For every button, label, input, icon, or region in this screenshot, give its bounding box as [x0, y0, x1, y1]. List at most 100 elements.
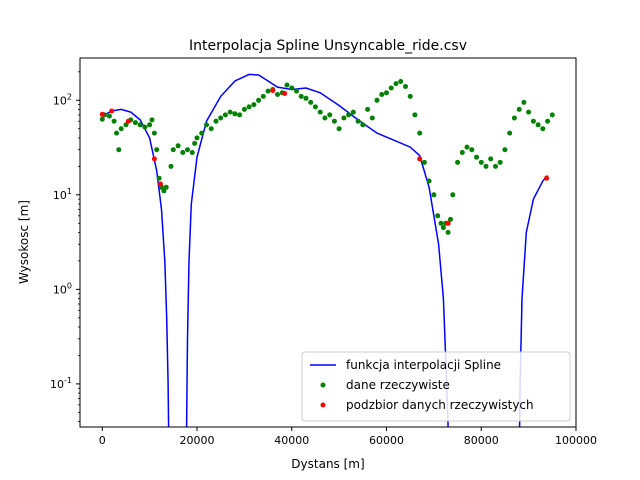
green-data-point — [151, 130, 157, 136]
x-axis-label: Dystans [m] — [291, 457, 364, 471]
green-data-point — [369, 115, 375, 121]
green-data-point — [106, 113, 112, 119]
x-tick-label: 60000 — [369, 434, 404, 447]
green-data-point — [438, 220, 444, 226]
y-axis-label: Wysokosc [m] — [17, 200, 31, 284]
green-data-point — [478, 159, 484, 165]
green-data-point — [194, 135, 200, 141]
green-data-point — [507, 130, 513, 136]
x-tick-label: 40000 — [274, 434, 309, 447]
green-data-point — [123, 122, 129, 128]
green-data-point — [114, 130, 119, 136]
green-data-point — [346, 112, 352, 118]
legend-box — [301, 351, 571, 422]
green-data-point — [275, 92, 280, 97]
green-data-point — [488, 156, 494, 162]
green-data-point — [149, 117, 155, 123]
green-data-point — [161, 188, 167, 194]
green-data-point — [355, 118, 361, 124]
green-data-point — [426, 178, 432, 184]
green-data-point — [154, 147, 160, 153]
green-data-point — [156, 175, 162, 181]
green-data-point — [431, 192, 437, 198]
green-data-point — [232, 111, 238, 117]
green-data-point — [218, 115, 224, 121]
green-data-point — [493, 163, 498, 169]
green-data-point — [199, 130, 205, 136]
red-subset-point — [544, 175, 550, 181]
legend-entry-label: dane rzeczywiste — [346, 378, 450, 392]
green-data-point — [407, 93, 413, 99]
green-data-point — [170, 147, 176, 153]
green-data-point — [412, 112, 418, 118]
chart-title: Interpolacja Spline Unsyncable_ride.csv — [189, 38, 467, 54]
green-data-point — [545, 118, 551, 124]
green-data-point — [502, 147, 508, 153]
green-data-point — [384, 90, 389, 96]
green-data-point — [440, 225, 446, 231]
x-axis: 0 20000 40000 60000 80000 100000 — [99, 427, 597, 447]
green-data-point — [185, 147, 190, 153]
legend: funkcja interpolacji Spline dane rzeczywi… — [301, 351, 571, 422]
green-data-point — [530, 118, 536, 124]
green-data-point — [322, 115, 328, 121]
green-data-point — [469, 147, 475, 153]
x-tick-label: 80000 — [464, 434, 499, 447]
green-data-point — [511, 115, 517, 121]
green-data-point — [246, 104, 252, 110]
green-data-point — [237, 112, 243, 118]
plot-frame — [79, 57, 577, 428]
green-data-point — [99, 116, 105, 122]
green-data-point — [192, 140, 198, 146]
x-tick-label: 100000 — [555, 434, 597, 447]
green-data-point — [435, 213, 441, 219]
legend-entry-label: funkcja interpolacji Spline — [346, 358, 501, 372]
red-subset-point — [282, 91, 288, 96]
green-data-point — [331, 118, 337, 124]
red-subset-point — [125, 118, 131, 124]
spline-line-segment-1 — [101, 108, 170, 427]
red-subset-point — [417, 156, 423, 162]
green-data-point — [260, 93, 266, 99]
green-data-point — [365, 106, 371, 112]
green-data-point — [137, 122, 143, 128]
green-data-point — [132, 120, 138, 126]
green-data-point — [175, 143, 181, 149]
green-data-point — [208, 126, 214, 132]
red-subset-point — [270, 88, 276, 93]
green-data-point — [445, 229, 451, 235]
y-tick-label: 102 — [53, 92, 72, 107]
green-data-point — [455, 159, 461, 165]
green-data-point — [256, 97, 262, 103]
green-data-point — [289, 85, 295, 91]
red-subset-point — [109, 108, 115, 114]
green-data-point — [549, 112, 555, 118]
green-data-point — [417, 130, 423, 136]
green-data-point — [379, 92, 385, 97]
green-data-point — [459, 150, 465, 155]
green-data-point — [189, 150, 195, 155]
green-data-point — [464, 144, 470, 150]
green-data-point — [450, 192, 456, 198]
green-data-point — [526, 109, 532, 115]
green-data-point — [294, 88, 299, 94]
green-data-point — [336, 126, 342, 132]
legend-swatch-dot — [320, 382, 326, 388]
x-tick-label: 0 — [99, 434, 106, 447]
green-data-point — [142, 124, 148, 130]
green-data-point — [227, 109, 233, 115]
green-data-point — [116, 147, 122, 153]
green-data-point — [284, 82, 290, 88]
y-axis: 10-1 100 101 102 — [50, 71, 80, 422]
green-data-point — [303, 95, 309, 101]
green-data-point — [298, 93, 304, 99]
green-data-point — [403, 84, 408, 89]
green-data-point — [213, 118, 219, 124]
green-data-point — [516, 106, 522, 112]
green-data-point — [327, 112, 333, 118]
green-data-point — [350, 109, 356, 115]
y-tick-label: 101 — [53, 187, 72, 202]
green-data-point — [308, 99, 314, 105]
green-data-point — [317, 109, 323, 115]
